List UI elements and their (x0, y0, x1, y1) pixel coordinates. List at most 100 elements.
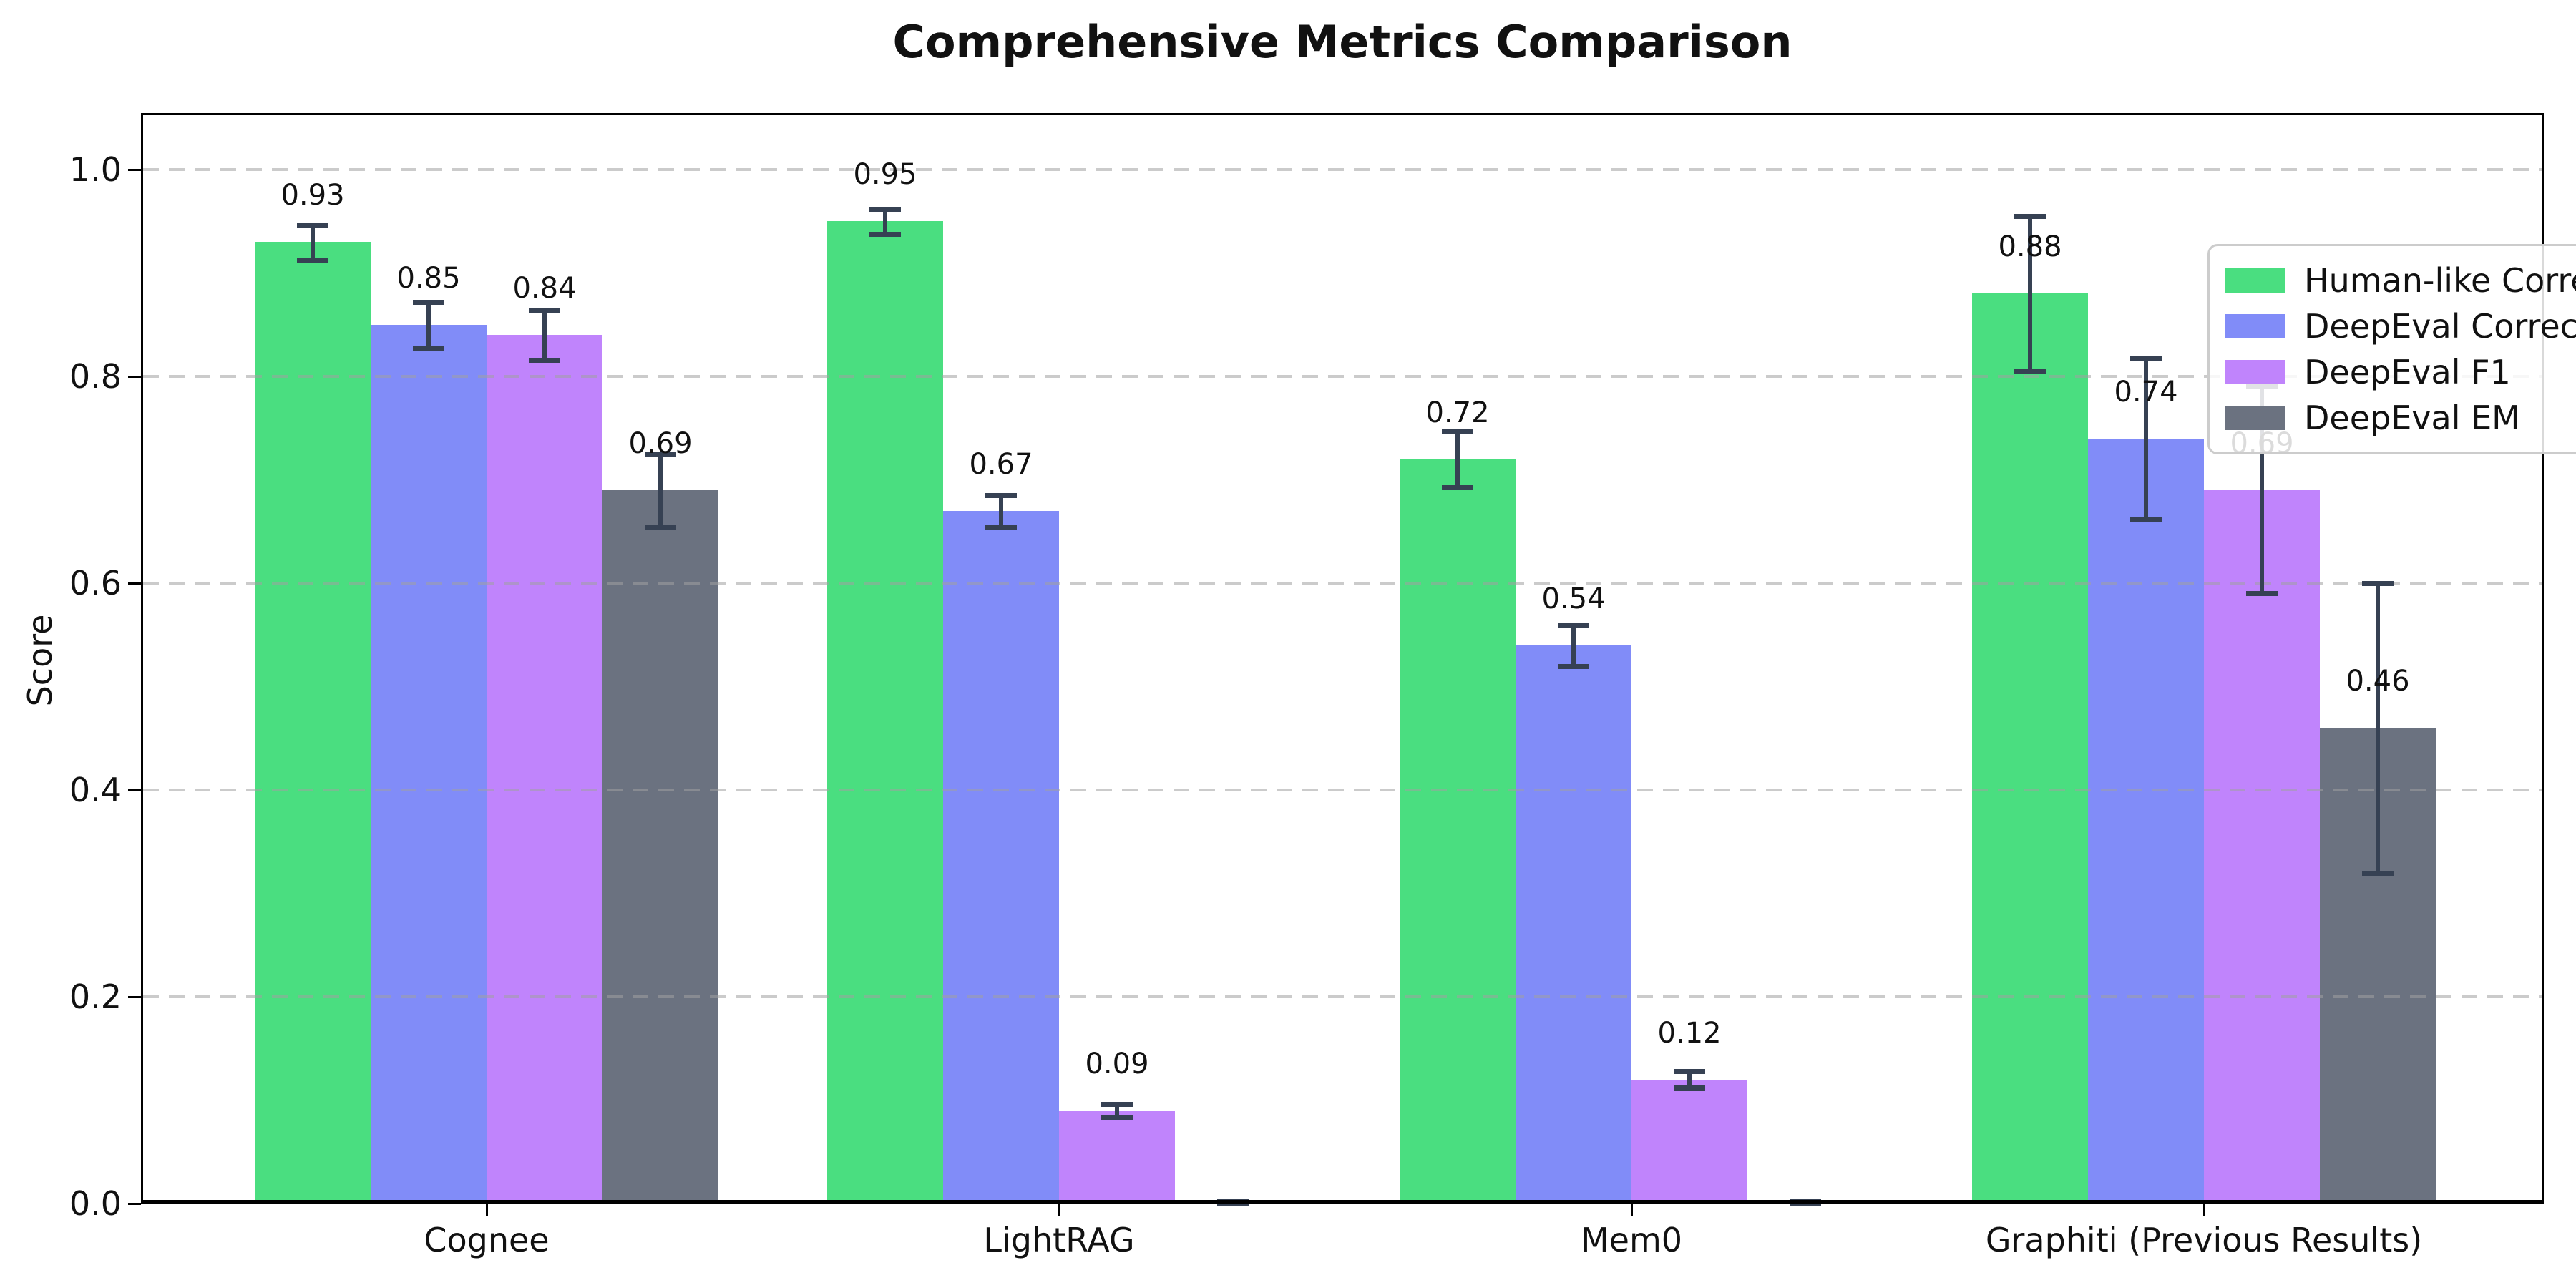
error-bar (658, 454, 663, 527)
value-label: 0.09 (1085, 1047, 1149, 1080)
value-label: 0.88 (1998, 230, 2062, 264)
x-tick-mark (1631, 1204, 1633, 1216)
error-bar (311, 224, 315, 260)
error-bar (2260, 386, 2264, 594)
legend-label: DeepEval F1 (2304, 353, 2511, 391)
plot-area: 0.93 0.95 0.72 0.88 0.85 0.67 0.54 0.74 0.84 0.09… (141, 113, 2576, 1206)
gridline (143, 789, 2542, 791)
x-tick-mark (1058, 1204, 1060, 1216)
error-bar-cap (1674, 1085, 1705, 1091)
y-tick-label: 0.2 (69, 977, 122, 1016)
gridline (143, 168, 2542, 171)
y-tick-mark (128, 582, 141, 585)
chart-title: Comprehensive Metrics Comparison (892, 16, 1792, 68)
y-tick-mark (128, 789, 141, 791)
error-bar-cap (1790, 1201, 1821, 1206)
error-bar-cap (2362, 870, 2394, 876)
bar (827, 221, 943, 1204)
error-bar-cap (2362, 581, 2394, 586)
value-label: 0.12 (1657, 1016, 1722, 1050)
error-bar-cap (869, 231, 901, 237)
error-bar-cap (2014, 369, 2046, 374)
error-bar-cap (529, 308, 560, 313)
error-bar-cap (869, 206, 901, 212)
y-tick-label: 1.0 (69, 150, 122, 189)
legend: Human-like Correctness DeepEval Correctne… (2207, 244, 2576, 454)
error-bar-cap (529, 357, 560, 363)
value-label: 0.67 (969, 447, 1033, 481)
error-bar-cap (413, 299, 444, 305)
value-label: 0.74 (2114, 375, 2178, 409)
error-bar (2376, 583, 2380, 873)
bar (943, 510, 1059, 1204)
error-bar (2144, 357, 2148, 519)
error-bar-cap (297, 257, 328, 263)
error-bar-cap (985, 493, 1017, 499)
error-bar-cap (985, 524, 1017, 530)
legend-item: DeepEval F1 (2225, 349, 2576, 395)
y-tick-label: 0.4 (69, 771, 122, 809)
gridline (143, 582, 2542, 585)
legend-item: DeepEval EM (2225, 395, 2576, 441)
x-tick-mark (486, 1204, 488, 1216)
value-label: 0.93 (280, 179, 345, 213)
error-bar (1455, 431, 1460, 487)
error-bar (1571, 624, 1576, 666)
legend-swatch (2225, 268, 2285, 293)
bar (371, 324, 487, 1204)
x-tick-label: Graphiti (Previous Results) (1985, 1221, 2423, 1259)
y-tick-mark (128, 169, 141, 171)
bar (1059, 1110, 1175, 1204)
error-bar-cap (2130, 355, 2162, 361)
bar (2204, 489, 2320, 1204)
value-label: 0.95 (853, 158, 917, 192)
error-bar (2028, 216, 2032, 371)
legend-item: DeepEval Correctness (2225, 303, 2576, 349)
error-bar (426, 301, 431, 348)
legend-swatch (2225, 360, 2285, 384)
error-bar-cap (2130, 517, 2162, 522)
legend-label: Human-like Correctness (2304, 261, 2576, 300)
y-tick-label: 0.8 (69, 357, 122, 396)
error-bar (883, 208, 887, 234)
gridline (143, 375, 2542, 378)
error-bar (1687, 1071, 1692, 1088)
error-bar-cap (413, 345, 444, 351)
legend-item: Human-like Correctness (2225, 258, 2576, 303)
bar (602, 489, 718, 1204)
bar (487, 335, 602, 1204)
error-bar-cap (1674, 1069, 1705, 1075)
bar (255, 242, 371, 1204)
bar (1631, 1079, 1747, 1204)
bar (2088, 438, 2204, 1204)
error-bar-cap (1101, 1102, 1133, 1108)
value-label: 0.84 (512, 272, 577, 306)
y-tick-mark (128, 376, 141, 378)
legend-label: DeepEval Correctness (2304, 307, 2576, 346)
y-tick-mark (128, 996, 141, 998)
legend-label: DeepEval EM (2304, 399, 2520, 437)
value-label: 0.72 (1425, 396, 1490, 429)
x-tick-mark (2203, 1204, 2205, 1216)
y-tick-label: 0.0 (69, 1184, 122, 1223)
bar (1400, 459, 1516, 1204)
error-bar-cap (297, 222, 328, 228)
error-bar-cap (1442, 484, 1473, 490)
error-bar-cap (1558, 663, 1589, 669)
error-bar (542, 310, 547, 360)
value-label: 0.85 (396, 261, 461, 295)
value-label: 0.54 (1541, 582, 1606, 615)
error-bar-cap (1442, 429, 1473, 434)
value-label: 0.69 (628, 426, 693, 460)
bar (1516, 645, 1631, 1204)
value-label: 0.46 (2346, 665, 2410, 698)
y-axis-label: Score (21, 614, 59, 707)
error-bar-cap (645, 524, 676, 530)
error-bar-cap (1101, 1114, 1133, 1120)
error-bar-cap (1558, 622, 1589, 628)
y-tick-mark (128, 1203, 141, 1205)
x-tick-label: LightRAG (983, 1221, 1135, 1259)
x-tick-label: Mem0 (1580, 1221, 1683, 1259)
legend-swatch (2225, 406, 2285, 430)
